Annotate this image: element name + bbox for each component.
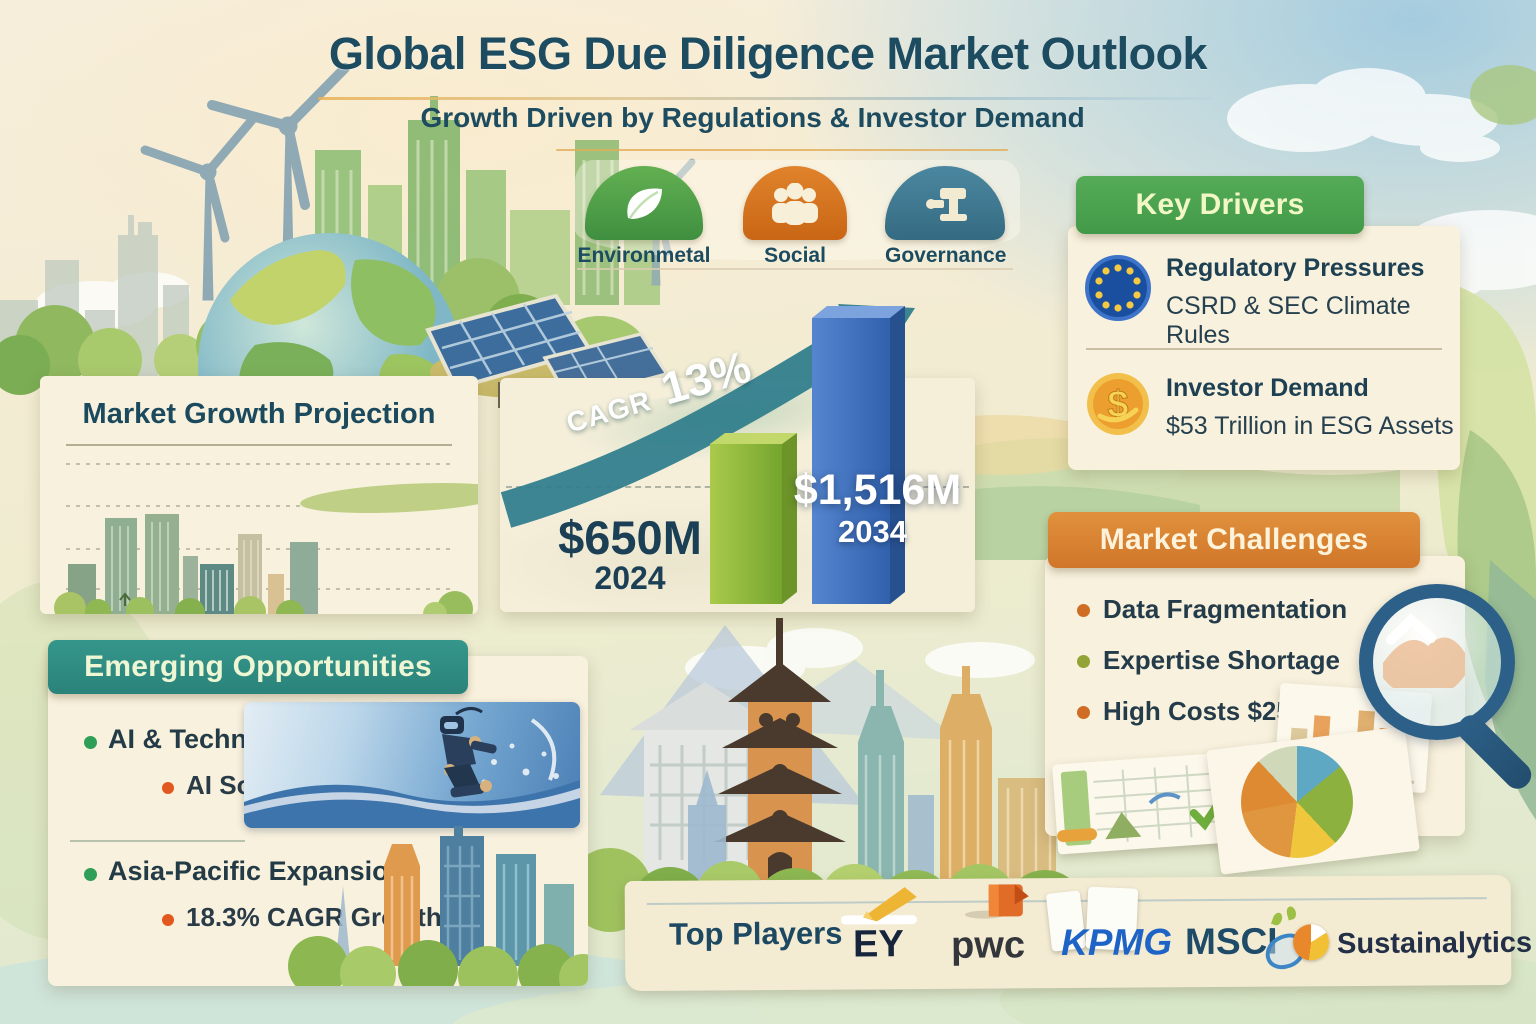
- dollar-coin-icon: $: [1087, 373, 1149, 435]
- growth-bars-and-arrow: [500, 304, 915, 604]
- esg-label-environmental: Environmetal: [577, 244, 711, 267]
- bullet-dot: [1077, 604, 1090, 617]
- market-growth-underline: [66, 444, 452, 446]
- bar-2034: [812, 306, 905, 604]
- title-divider: [318, 97, 1212, 100]
- skyline-bushes: [54, 591, 473, 614]
- key-drivers-card: Regulatory Pressures CSRD & SEC Climate …: [1068, 226, 1460, 470]
- player-logo-sustainalytics: Sustainalytics: [1336, 926, 1533, 961]
- eu-flag-icon: [1085, 255, 1151, 321]
- emerging-opportunities-card: AI & Technology Integration AI Solutions: [48, 656, 588, 986]
- bullet-dot: [1077, 706, 1090, 719]
- bullet-dot: [1077, 655, 1090, 668]
- driver-description: $53 Trillion in ESG Assets: [1166, 412, 1454, 440]
- magnifier-handle: [1452, 709, 1536, 795]
- market-growth-title: Market Growth Projection: [82, 398, 436, 430]
- player-logo-kpmg: KPMG: [1060, 921, 1173, 964]
- gavel-icon: [926, 188, 967, 222]
- driver-description: CSRD & SEC Climate Rules: [1166, 292, 1411, 349]
- subtitle-divider: [556, 149, 1008, 151]
- player-logo-msci: MSCI: [1184, 920, 1278, 963]
- key-drivers-header: Key Drivers: [1076, 176, 1364, 234]
- bullet-dot: [84, 868, 97, 881]
- bar-year-2024: 2024: [594, 560, 666, 596]
- magnifier-icon: [1359, 584, 1515, 740]
- esg-label-governance: Governance: [885, 244, 1007, 267]
- player-logo-pwc: pwc: [950, 924, 1026, 967]
- robot-figure: [440, 707, 497, 798]
- pagoda: [714, 618, 846, 880]
- leaf-accent-icon: [1285, 905, 1298, 921]
- challenge-item: Expertise Shortage: [1103, 645, 1340, 675]
- bullet-dot: [84, 736, 97, 749]
- player-logo-ey: EY: [852, 923, 904, 966]
- market-challenges-header: Market Challenges: [1048, 512, 1420, 568]
- pencil-icon: [840, 887, 917, 925]
- driver-title: Regulatory Pressures: [1166, 254, 1425, 282]
- pie-icon: [1292, 924, 1330, 961]
- bar-year-2034: 2034: [838, 514, 907, 549]
- emerging-opportunities-header: Emerging Opportunities: [48, 640, 468, 694]
- opportunity-title: Asia-Pacific Expansion: [108, 856, 406, 886]
- notebook-icon: [964, 884, 1029, 919]
- market-challenges-card: Data Fragmentation Expertise Shortage Hi…: [1045, 556, 1536, 875]
- market-growth-card: Market Growth Projection: [40, 376, 478, 614]
- top-players-card: Top Players EY pwc KPMG MSCI Sustainalyt…: [624, 874, 1532, 992]
- opportunities-divider: [70, 840, 245, 842]
- esg-label-social: Social: [764, 244, 826, 267]
- social-badge: [743, 166, 847, 240]
- esg-pillars: Environmetal Social Governanc: [575, 158, 1020, 276]
- page-title: Global ESG Due Diligence Market Outlook: [328, 28, 1208, 79]
- robot-surfer-image: [244, 702, 580, 828]
- magnifier-illustration: [1353, 578, 1536, 795]
- bar-2024: [710, 433, 797, 604]
- esg-pillars-baseline: [577, 268, 1013, 270]
- leaf-accent-icon: [1270, 911, 1284, 927]
- asia-city-illustration: [288, 826, 588, 986]
- skyscrapers: [688, 666, 1056, 885]
- leaf-icon: [627, 189, 662, 220]
- driver-divider: [1086, 348, 1442, 350]
- people-icon: [772, 183, 818, 226]
- growth-card-skyline-illustration: [54, 463, 478, 614]
- bar-value-2034: $1,516M: [793, 466, 962, 514]
- challenge-item: Data Fragmentation: [1103, 594, 1348, 624]
- pie-chart-illustration: [1241, 746, 1353, 858]
- bar-value-2024: $650M: [558, 511, 702, 564]
- page-subtitle: Growth Driven by Regulations & Investor …: [420, 102, 1085, 133]
- bullet-dot: [162, 914, 174, 926]
- driver-title: Investor Demand: [1166, 374, 1369, 402]
- bullet-dot: [162, 782, 174, 794]
- top-players-header: Top Players: [668, 915, 843, 952]
